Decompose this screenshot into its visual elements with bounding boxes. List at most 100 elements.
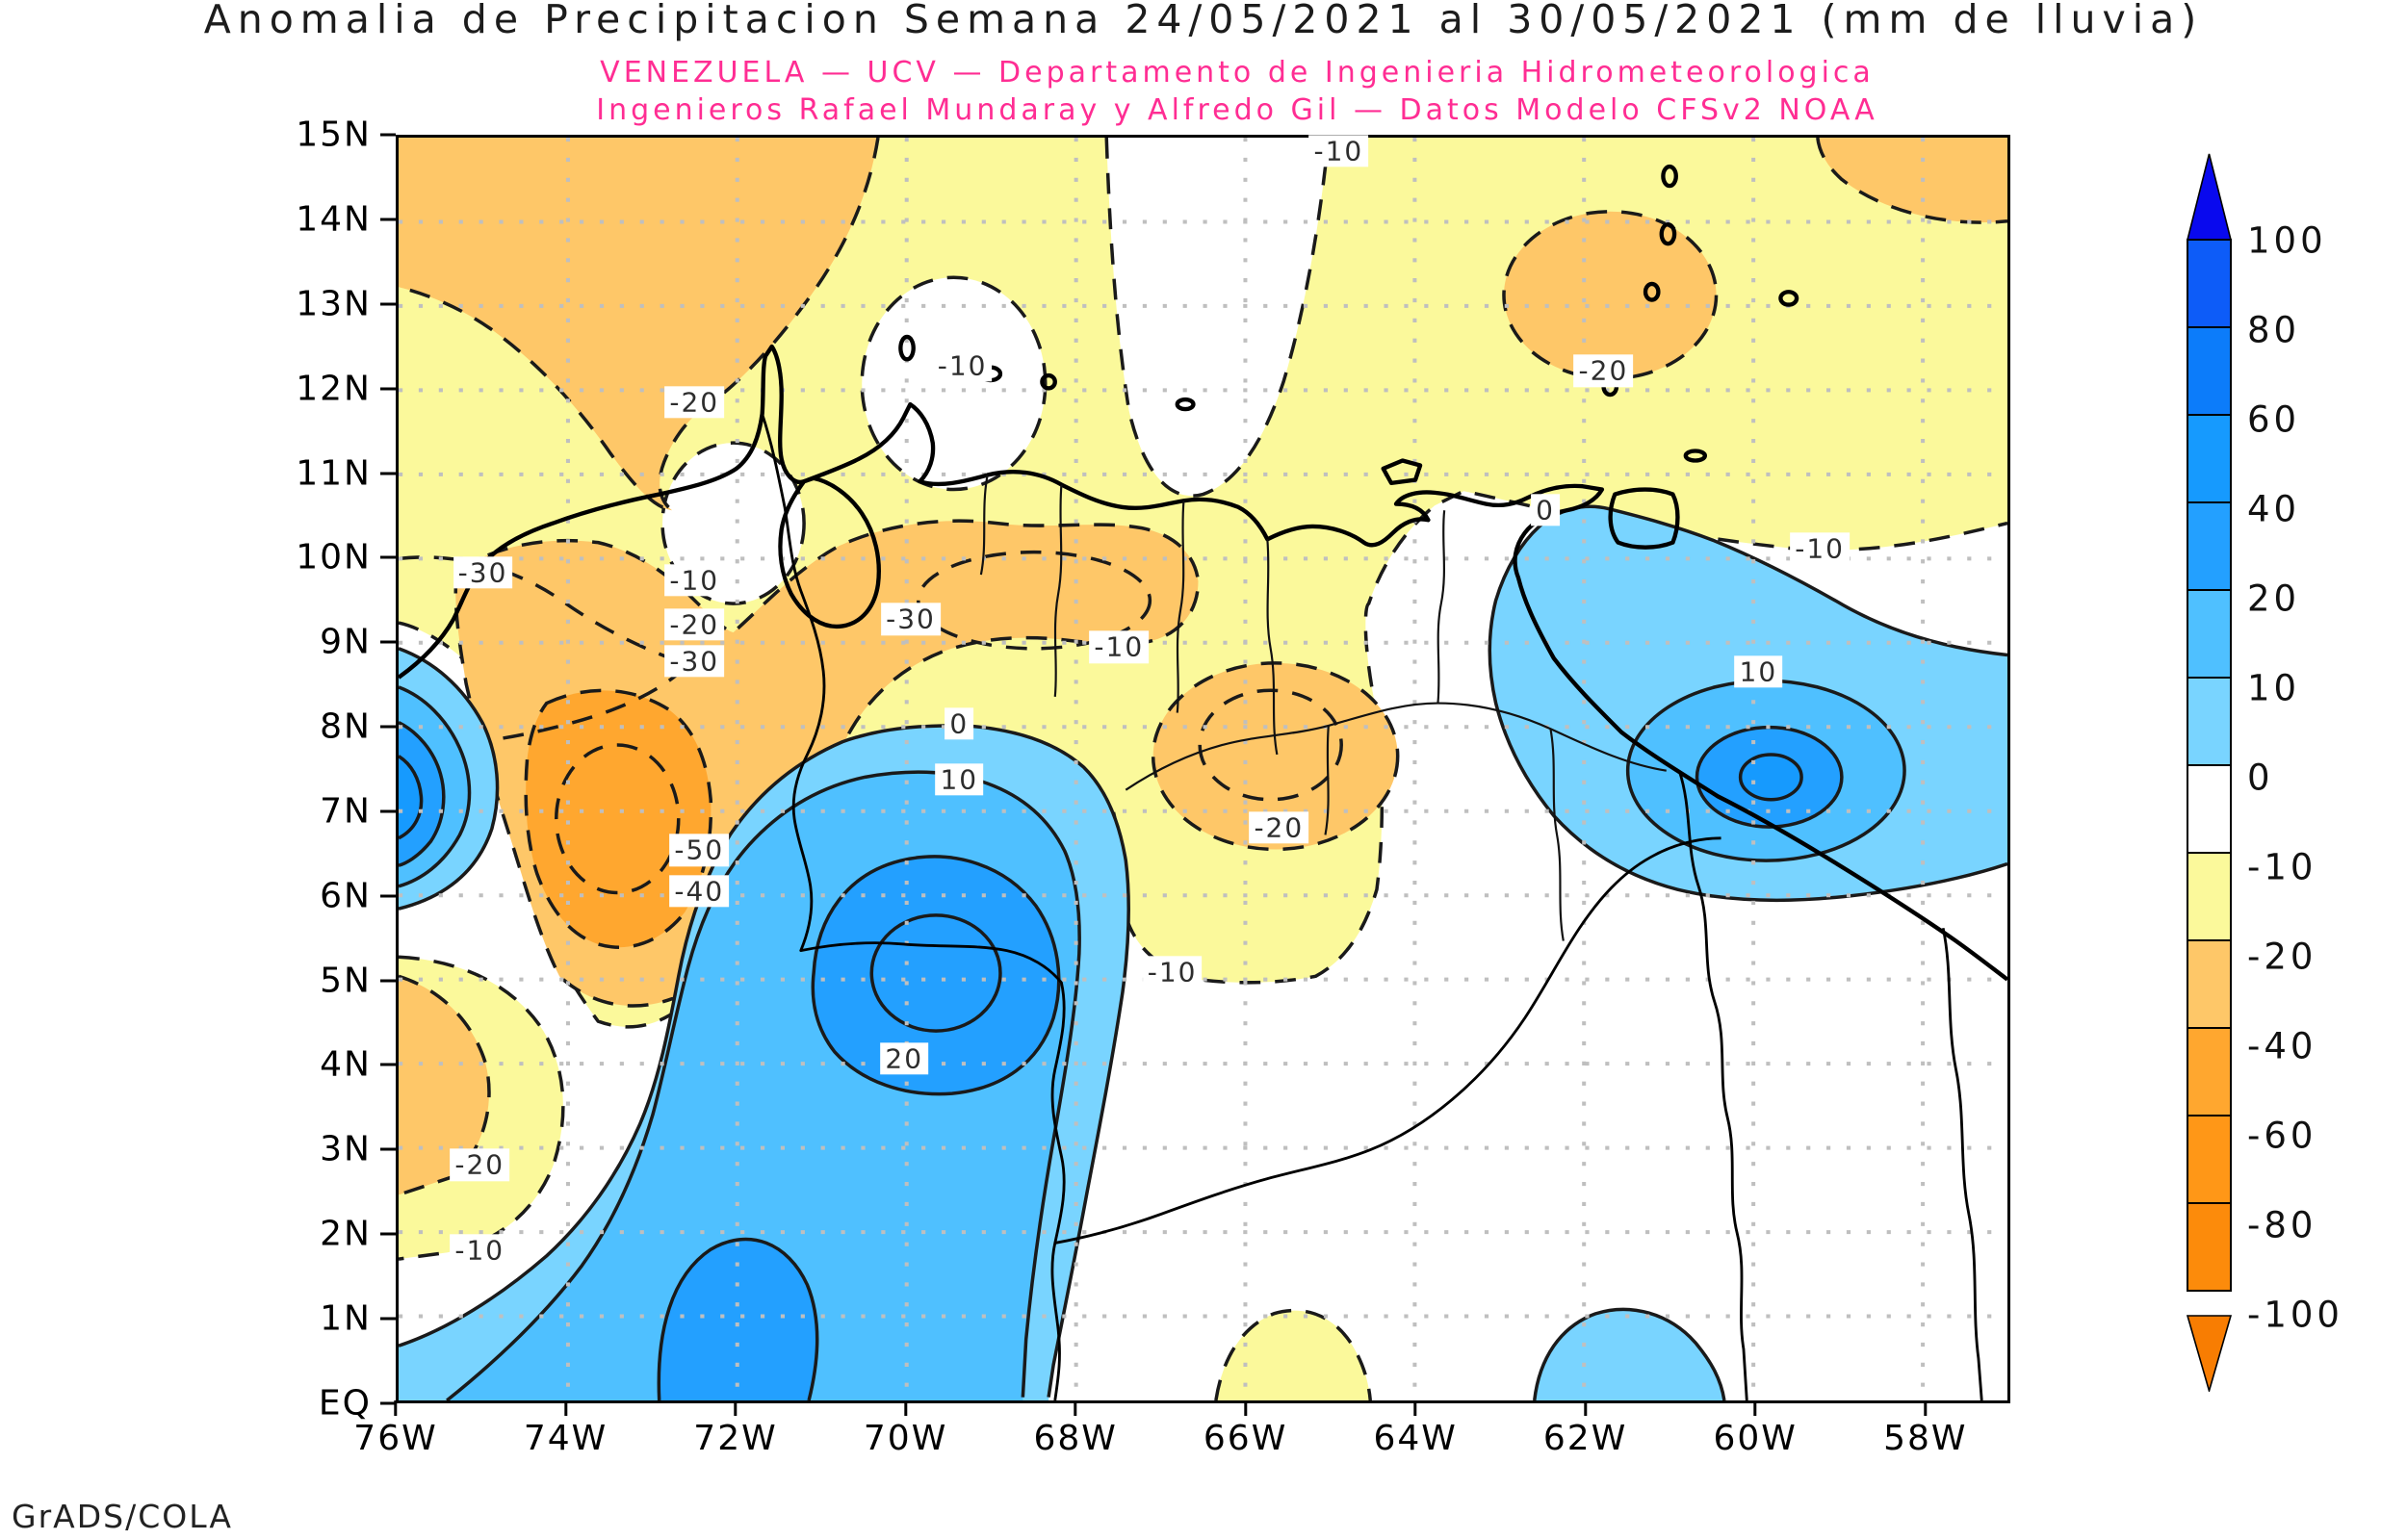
grid-lines — [399, 138, 2007, 1400]
island-st-vincent — [1643, 281, 1661, 302]
border-colombia-venezuela — [761, 413, 1066, 1400]
colorbar-segment — [2187, 1027, 2232, 1116]
lon-tick-mark — [564, 1400, 568, 1416]
lat-tick-label: 10N — [296, 537, 372, 578]
contour-neg10-oval — [860, 275, 1048, 492]
lon-tick-mark — [1074, 1400, 1077, 1416]
longitude-axis: 76W 74W 72W 70W 68W 66W 64W 62W 60W 58 — [353, 1400, 2010, 1477]
fill-orange-southwest-sliver — [399, 976, 489, 1195]
lat-tick-mark — [380, 302, 396, 306]
fill-blue-northeast-30 — [1740, 754, 1802, 800]
subtitle-line2: Ingenieros Rafael Mundaray y Alfredo Gil… — [596, 93, 1878, 127]
island-martinique — [1661, 164, 1678, 189]
latitude-axis: 15N 14N 13N 12N 11N 10N 9N 8N 7N 6N — [265, 116, 396, 1424]
lat-tick: 4N — [320, 1045, 396, 1085]
colorbar-segment — [2187, 414, 2232, 503]
lon-tick-mark — [1924, 1400, 1928, 1416]
state-borders — [979, 475, 1667, 941]
lon-tick: 64W — [1373, 1400, 1457, 1458]
colorbar-arrow-up — [2187, 153, 2232, 241]
colorbar-segment — [2187, 1202, 2232, 1292]
colorbar-segment — [2187, 852, 2232, 941]
lat-tick-label: 14N — [296, 199, 372, 240]
border-guyana-suriname — [1941, 927, 1983, 1400]
lon-tick: 58W — [1883, 1400, 1967, 1458]
contour-30-west — [399, 755, 424, 840]
contour-neg40-core — [524, 688, 713, 949]
colorbar-tick-label: 40 — [2247, 488, 2301, 530]
colorbar-tick-label: 100 — [2247, 219, 2327, 262]
colorbar-tick-label: -10 — [2247, 846, 2317, 888]
subtitle-line1: VENEZUELA — UCV — Departamento de Ingeni… — [600, 56, 1875, 90]
lat-tick: 1N — [320, 1299, 396, 1339]
lat-tick-mark — [380, 894, 396, 898]
lon-tick: 68W — [1033, 1400, 1117, 1458]
island-tobago — [1683, 449, 1708, 463]
fill-orange-top-right — [1817, 138, 2007, 223]
colorbar-tick-label: -80 — [2247, 1204, 2317, 1246]
contour-0-bottom-right — [1532, 1307, 1726, 1400]
lat-tick: 5N — [320, 961, 396, 1000]
colorbar-tick-label: -20 — [2247, 936, 2317, 978]
lat-tick-mark — [380, 1401, 396, 1405]
lat-tick-mark — [380, 555, 396, 559]
contour-20-south — [811, 855, 1061, 1096]
colorbar-segment — [2187, 589, 2232, 679]
lat-tick: 9N — [320, 623, 396, 662]
lon-tick-label: 58W — [1883, 1419, 1968, 1458]
lat-tick-label: 6N — [320, 876, 372, 916]
lat-tick: 3N — [320, 1130, 396, 1169]
lat-tick-label: 12N — [296, 369, 372, 409]
lat-tick: 7N — [320, 791, 396, 831]
lon-tick-label: 70W — [863, 1419, 948, 1458]
colorbar-tick-label: 20 — [2247, 578, 2301, 620]
contour-20-west — [399, 721, 446, 867]
fill-blue-bottom-right — [1534, 1309, 1724, 1400]
contour-20-south2 — [657, 1237, 819, 1400]
lon-tick-mark — [1244, 1400, 1248, 1416]
contour-30-south — [869, 913, 1002, 1033]
lon-tick-label: 76W — [353, 1419, 438, 1458]
lon-tick: 76W — [353, 1400, 437, 1458]
page-title: Anomalia de Precipitacion Semana 24/05/2… — [203, 0, 2204, 42]
lat-tick-mark — [380, 218, 396, 221]
contour-10-west — [399, 685, 472, 888]
lat-tick-label: 13N — [296, 284, 372, 324]
lat-tick: 12N — [296, 369, 396, 408]
contour-neg30-bolivar — [1198, 688, 1343, 802]
lat-tick: 11N — [296, 453, 396, 493]
lat-tick-mark — [380, 640, 396, 644]
contour-neg10-southwest — [399, 955, 565, 1261]
colorbar-tick-label: -100 — [2247, 1294, 2343, 1336]
fill-orange-bolivar — [1152, 662, 1398, 850]
lat-tick-label: 15N — [296, 115, 372, 155]
lat-tick: 14N — [296, 199, 396, 239]
island-barbados — [1778, 290, 1799, 307]
lat-tick-mark — [380, 472, 396, 475]
colorbar-arrow-down — [2187, 1315, 2232, 1392]
lon-tick-label: 62W — [1542, 1419, 1628, 1458]
island-aruba — [898, 334, 916, 362]
lon-tick-mark — [904, 1400, 908, 1416]
island-trinidad — [1608, 487, 1680, 550]
lat-tick-label: 8N — [320, 706, 372, 747]
lat-tick-label: 4N — [320, 1044, 372, 1085]
lat-tick-mark — [380, 1232, 396, 1236]
lon-tick-mark — [734, 1400, 738, 1416]
colorbar-tick-label: -60 — [2247, 1115, 2317, 1157]
lat-tick-label: 1N — [320, 1298, 372, 1339]
lon-tick-label: 74W — [523, 1419, 608, 1458]
contour-0-south — [399, 724, 1130, 1398]
fill-orange-northeast — [1503, 211, 1717, 379]
lon-tick: 72W — [693, 1400, 777, 1458]
contour-neg30-ring-east — [916, 550, 1152, 651]
fill-blue-south-20-core — [813, 857, 1059, 1094]
colorbar-segments — [2187, 239, 2232, 1292]
lon-tick: 66W — [1204, 1400, 1287, 1458]
lon-tick-label: 66W — [1203, 1419, 1288, 1458]
colorbar-segment — [2187, 939, 2232, 1029]
island-los-roques — [1175, 397, 1196, 412]
lat-tick: 10N — [296, 538, 396, 578]
lat-tick-mark — [380, 1063, 396, 1066]
colorbar-tick-label: 10 — [2247, 667, 2301, 709]
